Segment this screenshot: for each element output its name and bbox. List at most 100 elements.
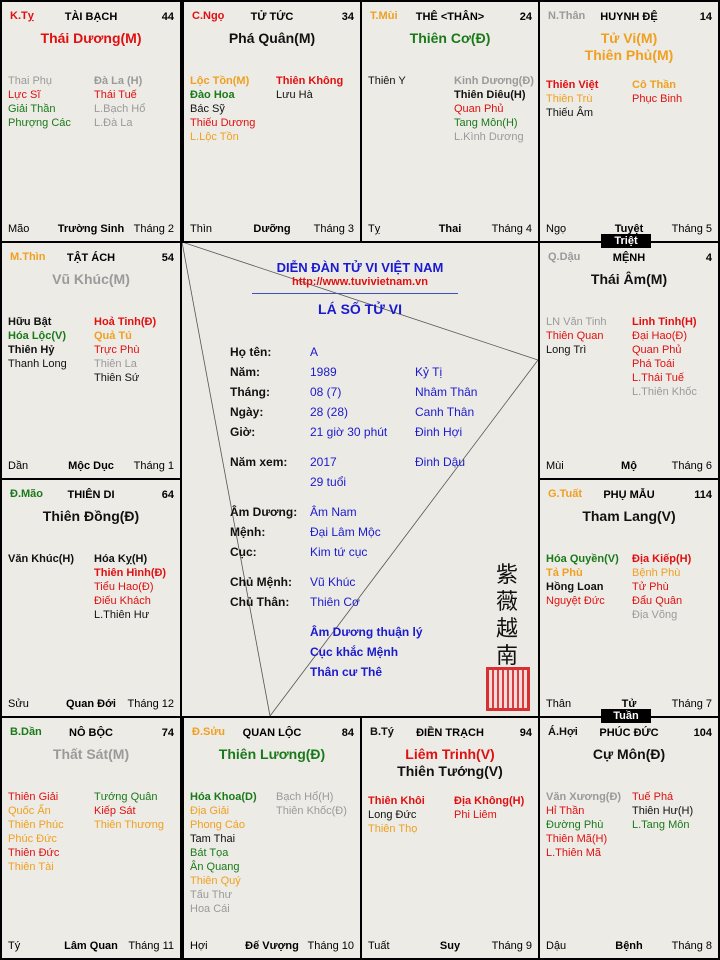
palace-branch: Sửu — [8, 698, 29, 710]
palace-branch: Tý — [8, 940, 21, 952]
palace-thiên-di[interactable]: Đ.Mão THIÊN DI 64 Thiên Đồng(Đ) Văn Khúc(H) H… — [0, 478, 182, 718]
info-value: Âm Nam — [310, 505, 357, 519]
stars-left: Thiên Giải Quốc Ấn Thiên Phúc Phúc Đức Thiên… — [8, 790, 64, 874]
center-info-panel: DIỄN ĐÀN TỬ VI VIỆT NAM http://www.tuviv… — [182, 241, 538, 716]
info-value: 28 (28) — [310, 405, 349, 419]
stars-right: Thiên Không Lưu Hà — [276, 74, 343, 102]
minor-star: Thiếu Dương — [190, 117, 256, 129]
palace-stage: Thai — [438, 223, 462, 235]
info-value: A — [310, 345, 319, 359]
minor-star: Văn Xương(Đ) — [546, 791, 622, 803]
palace-stage: Lâm Quan — [64, 940, 118, 952]
minor-star: Tiểu Hao(Đ) — [94, 581, 154, 593]
minor-star: LN Văn Tinh — [546, 316, 607, 328]
info-label: Giờ: — [230, 425, 256, 439]
minor-star: Thiên Hư(H) — [632, 805, 694, 817]
palace-thê-thân-[interactable]: T.Mùi THÊ <THÂN> 24 Thiên Cơ(Đ) Thiên Y Kinh … — [360, 0, 540, 243]
palace-quan-lộc[interactable]: Đ.Sửu QUAN LỘC 84 Thiên Lương(Đ) Hóa Khoa(D)… — [182, 716, 362, 960]
main-star: Thiên Phủ(M) — [584, 47, 674, 63]
hanzi-character: 越 — [496, 617, 519, 642]
info-extra: Đinh Hợi — [415, 425, 463, 439]
main-star: Thiên Tướng(V) — [397, 763, 503, 779]
minor-star: Trực Phù — [94, 344, 140, 356]
info-value: Đại Lâm Mộc — [310, 525, 381, 539]
info-label: Năm: — [230, 365, 261, 379]
stars-right: Địa Không(H) Phi Liêm — [454, 794, 524, 822]
main-star: Thái Dương(M) — [40, 30, 142, 46]
forum-url[interactable]: http://www.tuvivietnam.vn — [292, 276, 428, 288]
minor-star: Hóa Kỵ(H) — [94, 553, 148, 565]
palace-nô-bộc[interactable]: B.Dần NÔ BỘC 74 Thất Sát(M) Thiên Giải Quốc Ấ… — [0, 716, 182, 960]
palace-name: THÊ <THÂN> — [415, 11, 485, 23]
main-star: Phá Quân(M) — [228, 30, 316, 46]
palace-can-chi: Đ.Sửu — [192, 726, 226, 738]
palace-huynh-đệ[interactable]: N.Thân HUYNH ĐỆ 14 Tử Vi(M) Thiên Phủ(M) Thiê… — [538, 0, 720, 243]
palace-mệnh[interactable]: Q.Dậu MỆNH 4 Thái Âm(M) LN Văn Tinh Thiên Qua… — [538, 241, 720, 480]
minor-star: Lực Sĩ — [8, 89, 41, 101]
minor-star: Thiên Đức — [8, 847, 60, 859]
palace-name: QUAN LỘC — [242, 727, 302, 739]
minor-star: Thiên Phúc — [8, 819, 64, 831]
stars-right: Hóa Kỵ(H) Thiên Hình(Đ) Tiểu Hao(Đ) Điếu Kh… — [94, 552, 166, 622]
palace-tài-bạch[interactable]: K.Tỵ TÀI BẠCH 44 Thái Dương(M) Thai Phụ Lực S… — [0, 0, 182, 243]
palace-can-chi: G.Tuất — [548, 488, 583, 500]
palace-name: MỆNH — [612, 252, 646, 264]
palace-month: Tháng 5 — [671, 223, 712, 235]
palace-branch: Hợi — [190, 940, 208, 952]
minor-star: Văn Khúc(H) — [8, 553, 74, 565]
main-stars: Thiên Cơ(Đ) — [362, 30, 538, 47]
main-star: Vũ Khúc(M) — [52, 271, 130, 287]
palace-stage: Quan Đới — [66, 698, 116, 710]
minor-star: Quan Phủ — [632, 344, 682, 356]
palace-month: Tháng 4 — [491, 223, 532, 235]
palace-age: 14 — [699, 11, 712, 23]
minor-star: L.Thiên Mã — [546, 847, 602, 859]
main-stars: Liêm Trinh(V) Thiên Tướng(V) — [362, 746, 538, 780]
main-star: Thiên Cơ(Đ) — [409, 30, 491, 46]
palace-branch: Ngọ — [546, 223, 567, 235]
palace-stage: Dưỡng — [253, 223, 291, 235]
minor-star: Long Trì — [546, 344, 587, 356]
hanzi-character: 紫 — [496, 563, 519, 588]
stars-left: Thai Phụ Lực Sĩ Giải Thần Phượng Các — [8, 74, 71, 130]
stars-right: Địa Kiếp(H) Bệnh Phù Tử Phù Đẩu Quân Địa Võn… — [632, 552, 691, 622]
main-star: Cự Môn(Đ) — [592, 746, 666, 762]
info-extra: Canh Thân — [415, 405, 475, 419]
palace-điền-trạch[interactable]: B.Tý ĐIỀN TRẠCH 94 Liêm Trinh(V) Thiên Tướng… — [360, 716, 540, 960]
palace-can-chi: T.Mùi — [370, 10, 398, 22]
palace-tật-ách[interactable]: M.Thìn TẬT ÁCH 54 Vũ Khúc(M) Hữu Bật Hóa Lộc(… — [0, 241, 182, 480]
palace-can-chi: B.Dần — [10, 726, 42, 738]
main-star: Tử Vi(M) — [600, 30, 658, 46]
info-label: Cục: — [230, 545, 257, 559]
minor-star: Thiên Thương — [94, 819, 165, 831]
minor-star: Lưu Hà — [276, 89, 313, 101]
tuan-badge: Tuần — [601, 709, 651, 723]
palace-branch: Dậu — [546, 940, 567, 952]
minor-star: Phượng Các — [8, 117, 71, 129]
tam-hop-triangle — [182, 241, 538, 716]
minor-star: Phi Liêm — [454, 809, 497, 821]
main-stars: Thái Âm(M) — [540, 271, 718, 288]
main-stars: Thiên Lương(Đ) — [184, 746, 360, 763]
info-extra: Nhâm Thân — [415, 385, 478, 399]
minor-star: Thanh Long — [8, 358, 67, 370]
red-seal-stamp — [486, 667, 530, 711]
minor-star: Thiên Quan — [546, 330, 604, 342]
minor-star: L.Bạch Hổ — [94, 103, 146, 115]
palace-month: Tháng 1 — [133, 460, 174, 472]
info-label: Năm xem: — [230, 455, 288, 469]
palace-month: Tháng 10 — [307, 940, 354, 952]
stars-left: Thiên Việt Thiên Trù Thiếu Âm — [546, 78, 598, 120]
palace-can-chi: Đ.Mão — [10, 488, 43, 500]
minor-star: Thai Phụ — [8, 75, 53, 87]
info-extra: Đinh Dậu — [415, 455, 466, 469]
palace-tử-tức[interactable]: C.Ngọ TỬ TỨC 34 Phá Quân(M) Lộc Tồn(M) Đào Ho… — [182, 0, 362, 243]
minor-star: Bát Tọa — [190, 847, 229, 859]
minor-star: Điếu Khách — [94, 595, 151, 607]
palace-age: 84 — [341, 727, 354, 739]
palace-age: 104 — [693, 727, 712, 739]
palace-phụ-mẫu[interactable]: G.Tuất PHỤ MẪU 114 Tham Lang(V) Hóa Quyền(V)… — [538, 478, 720, 718]
palace-phúc-đức[interactable]: Á.Hợi PHÚC ĐỨC 104 Cự Môn(Đ) Văn Xương(Đ) Hỉ … — [538, 716, 720, 960]
palace-name: ĐIỀN TRẠCH — [416, 727, 484, 739]
